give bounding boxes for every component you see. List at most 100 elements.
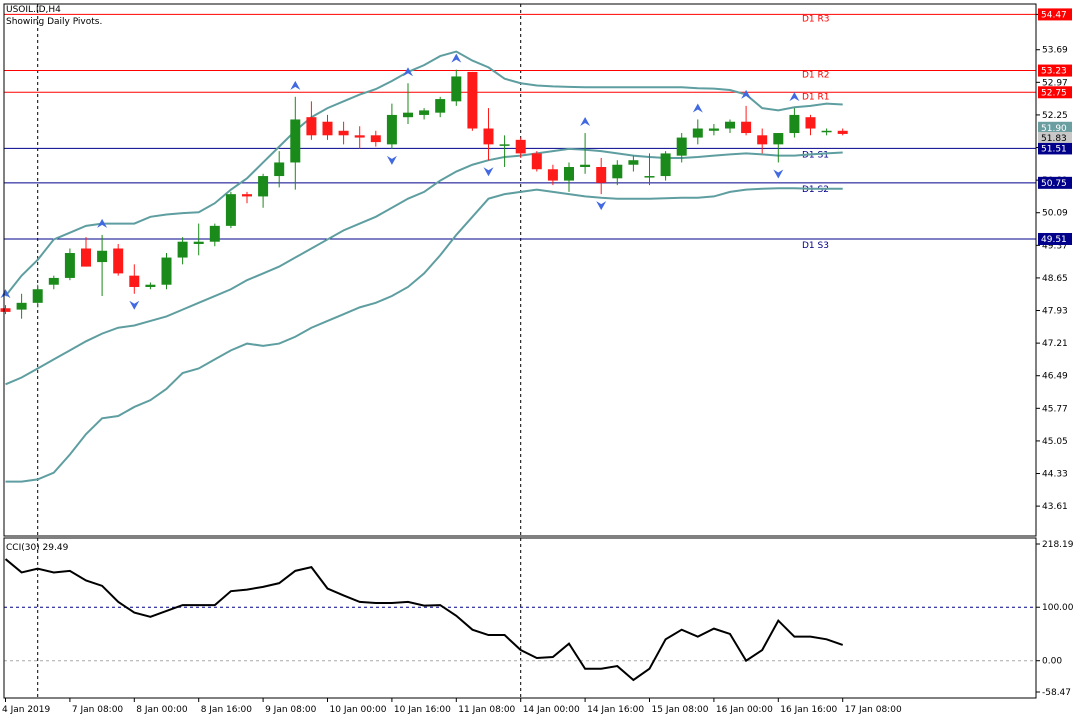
time-tick-label: 16 Jan 00:00 xyxy=(716,705,773,715)
fractal-up-arrow xyxy=(0,289,11,299)
pane-frames xyxy=(3,3,1037,699)
pivot-price-label: 53.23 xyxy=(1041,67,1067,77)
candle-body xyxy=(660,153,671,177)
time-tick-label: 9 Jan 08:00 xyxy=(265,705,317,715)
candle-body xyxy=(16,302,27,310)
time-tick-label: 16 Jan 16:00 xyxy=(780,705,837,715)
candle-body xyxy=(580,164,591,167)
fractal-down-arrow xyxy=(596,201,607,211)
cci-tick-label: 218.19 xyxy=(1042,540,1074,550)
candle-body xyxy=(451,76,462,102)
candle-body xyxy=(370,135,381,143)
pivot-price-label: 50.75 xyxy=(1041,179,1067,189)
candle-body xyxy=(64,253,75,278)
candle-body xyxy=(225,194,236,226)
candle-body xyxy=(354,135,365,138)
fractal-up-arrow xyxy=(580,117,591,127)
pivot-price-box xyxy=(1038,86,1072,99)
fractal-down-arrow xyxy=(773,169,784,179)
price-tick-label: 46.49 xyxy=(1042,372,1068,382)
chart-symbol-title: USOIL.ID,H4 xyxy=(6,5,61,15)
candle-body xyxy=(837,130,848,134)
candle-body xyxy=(531,153,542,170)
fractal-up-arrow xyxy=(741,89,752,99)
pivot-price-label: 49.51 xyxy=(1041,235,1067,245)
time-tick-label: 10 Jan 00:00 xyxy=(330,705,387,715)
current-price-box xyxy=(1038,121,1072,133)
candle-body xyxy=(209,225,220,242)
candle-body xyxy=(0,308,11,312)
cci-line xyxy=(4,558,844,682)
candle-body xyxy=(386,114,397,145)
price-tick-label: 52.25 xyxy=(1042,111,1068,121)
time-tick-label: 15 Jan 08:00 xyxy=(652,705,709,715)
pivot-price-box xyxy=(1038,8,1072,21)
candle-body xyxy=(467,71,478,129)
cci-title: CCI(30) 29.49 xyxy=(6,543,69,553)
pivot-price-box xyxy=(1038,142,1072,155)
candle-body xyxy=(741,121,752,134)
candle-body xyxy=(805,117,816,129)
candle-body xyxy=(193,241,204,244)
candle-body xyxy=(290,119,301,163)
time-tick-label: 8 Jan 00:00 xyxy=(136,705,188,715)
candle-body xyxy=(628,160,639,165)
time-tick-label: 4 Jan 2019 xyxy=(2,705,50,715)
pivot-label: D1 R2 xyxy=(802,71,830,81)
bollinger-upper-band xyxy=(4,50,843,297)
fractal-up-arrow xyxy=(451,53,462,63)
time-tick-label: 8 Jan 16:00 xyxy=(201,705,253,715)
price-tick-label: 49.37 xyxy=(1042,241,1068,251)
candle-body xyxy=(564,166,574,181)
fractal-up-arrow xyxy=(692,103,703,113)
fractal-down-arrow xyxy=(129,300,140,310)
candle-body xyxy=(32,289,43,303)
candle-body xyxy=(48,277,59,285)
time-tick-label: 14 Jan 00:00 xyxy=(523,705,580,715)
time-tick-label: 11 Jan 08:00 xyxy=(458,705,515,715)
candle-body xyxy=(483,128,494,145)
price-tick-label: 50.09 xyxy=(1042,209,1068,219)
candle-body xyxy=(145,284,156,287)
price-tick-label: 43.61 xyxy=(1042,502,1068,512)
fractal-up-arrow xyxy=(290,80,301,90)
candle-body xyxy=(403,112,413,118)
candle-body xyxy=(596,166,607,183)
candle-body xyxy=(676,137,687,156)
candle-body xyxy=(338,130,349,136)
pivot-label: D1 R3 xyxy=(802,14,830,24)
pivot-price-label: 52.75 xyxy=(1041,88,1067,98)
cci-tick-label: 0.00 xyxy=(1042,657,1062,667)
pivot-price-box xyxy=(1038,232,1072,245)
candle-body xyxy=(692,128,703,138)
candle-body xyxy=(129,275,140,287)
candle-body xyxy=(322,121,333,136)
candle-body xyxy=(113,248,124,274)
pivot-price-label: 51.51 xyxy=(1041,144,1067,154)
candle-body xyxy=(644,176,655,178)
fractal-up-arrow xyxy=(97,218,108,228)
candle-body xyxy=(419,110,430,115)
candle-body xyxy=(773,133,784,145)
cci-tick-label: -58.47 xyxy=(1042,688,1071,698)
chart-subtitle: Showing Daily Pivots. xyxy=(6,17,102,27)
candle-body xyxy=(242,194,252,197)
candle-body xyxy=(177,241,188,258)
pivot-price-box xyxy=(1038,64,1072,77)
current-price-box xyxy=(1038,131,1072,143)
fractal-down-arrow xyxy=(386,155,397,165)
current-price-label: 51.90 xyxy=(1041,124,1067,134)
candle-body xyxy=(161,257,172,285)
time-tick-label: 10 Jan 16:00 xyxy=(394,705,451,715)
time-tick-label: 14 Jan 16:00 xyxy=(587,705,644,715)
price-pane: D1 R3 D1 R2 D1 R1 D1 S1 D1 S2 D1 S3 54.47 53.69… xyxy=(0,4,1072,698)
pivot-label: D1 S1 xyxy=(802,150,829,160)
bollinger-middle-band xyxy=(5,147,843,386)
fractal-down-arrow xyxy=(483,167,494,177)
candle-body xyxy=(274,162,285,177)
candle-body xyxy=(612,164,623,179)
cci-tick-label: 100.00 xyxy=(1042,603,1074,613)
pivot-label: D1 R1 xyxy=(802,92,830,102)
